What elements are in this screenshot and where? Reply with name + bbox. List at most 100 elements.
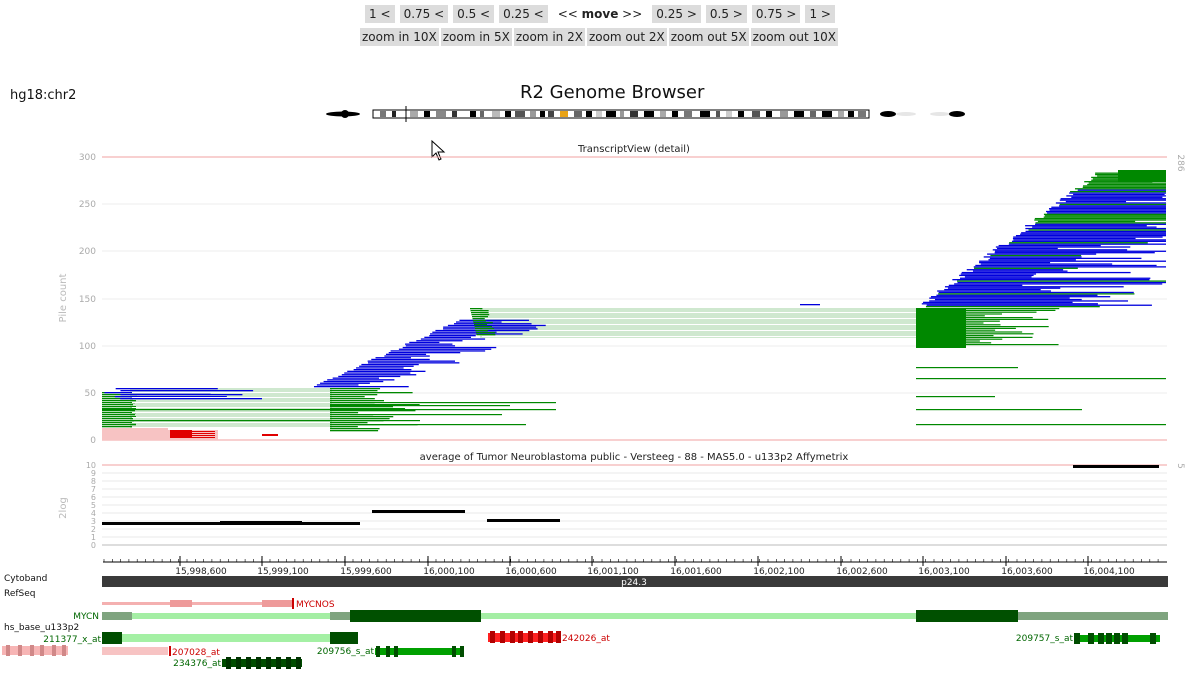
probe-block [538, 631, 543, 643]
read [350, 414, 502, 416]
zoom-in-2x-button[interactable]: zoom in 2X [513, 28, 585, 46]
probe-209757[interactable]: 209757_s_at [1016, 633, 1160, 644]
read [1028, 229, 1166, 231]
probe-block [62, 645, 66, 656]
probe-block [266, 657, 271, 669]
read [190, 437, 215, 438]
read [120, 390, 254, 392]
probe-marker [169, 646, 171, 656]
probe-211377[interactable]: 211377_x_at [43, 632, 358, 645]
expression-bar[interactable] [1073, 465, 1159, 468]
zoom-in-10x-button[interactable]: zoom in 10X [359, 28, 439, 46]
transcript-grid [102, 156, 1167, 441]
move-left-025-button[interactable]: 0.25 < [499, 5, 548, 23]
chromosome-ideogram[interactable] [326, 106, 965, 122]
read-gap [132, 422, 330, 423]
read-gap [482, 336, 916, 337]
read [916, 331, 1023, 333]
y-tick-label: 150 [79, 295, 96, 305]
move-left-075-button[interactable]: 0.75 < [399, 5, 449, 23]
read [330, 404, 420, 406]
probe-234376[interactable]: 234376_at [173, 657, 302, 669]
move-right-025-button[interactable]: 0.25 > [652, 5, 701, 23]
read [327, 379, 395, 381]
zoom-out-2x-button[interactable]: zoom out 2X [586, 28, 667, 46]
chromosome-band [470, 111, 476, 117]
probe-block [52, 645, 56, 656]
axis-label: 16,001,100 [587, 567, 639, 577]
probe-block [296, 657, 301, 669]
read [330, 412, 359, 414]
read [925, 306, 1100, 308]
probe-207028[interactable]: 207028_at [102, 646, 220, 658]
probe-pink-left[interactable] [2, 645, 68, 656]
chromosome-band [684, 111, 692, 117]
move-right-1-button[interactable]: 1 > [805, 5, 835, 23]
read [1088, 182, 1166, 184]
chromosome-band [716, 111, 720, 117]
expression-bar[interactable] [372, 510, 465, 513]
probe-block [1114, 633, 1120, 644]
read [471, 312, 489, 314]
cytoband-band-label: p24.3 [621, 578, 647, 588]
move-left-05-button[interactable]: 0.5 < [453, 5, 495, 23]
read [934, 298, 1082, 301]
read [102, 398, 133, 400]
read [916, 333, 1034, 335]
read [359, 365, 414, 367]
read [1066, 195, 1166, 197]
read [384, 355, 430, 357]
move-right-075-button[interactable]: 0.75 > [751, 5, 801, 23]
read [1043, 216, 1166, 218]
read [938, 291, 1134, 294]
gene-mycnos[interactable]: MYCNOS [102, 598, 335, 610]
read [916, 308, 1060, 310]
read-gap [482, 324, 916, 325]
read [929, 300, 1129, 302]
read [102, 402, 135, 404]
mycn-exon [916, 610, 1018, 622]
probe-209756[interactable]: 209756_s_at [317, 646, 464, 657]
read [120, 394, 243, 396]
read [916, 311, 1037, 313]
read [944, 286, 1124, 288]
read [1074, 188, 1166, 190]
expression-bar[interactable] [487, 519, 560, 522]
chromosome-band [492, 111, 500, 117]
chromosome-band [424, 111, 430, 117]
zoom-in-5x-button[interactable]: zoom in 5X [440, 28, 512, 46]
chromosome-band [794, 111, 804, 117]
expression-bar[interactable] [220, 521, 302, 524]
read [472, 316, 488, 318]
read [323, 380, 384, 383]
transcript-view-panel: TranscriptView (detail) 0 50 100 150 200 250 3… [58, 144, 1185, 446]
read [1069, 192, 1166, 194]
zoom-out-5x-button[interactable]: zoom out 5X [668, 28, 749, 46]
read [330, 396, 365, 398]
zoom-out-10x-button[interactable]: zoom out 10X [750, 28, 839, 46]
read [916, 367, 1018, 369]
axis-label: 16,002,600 [836, 567, 888, 577]
read [430, 333, 523, 335]
read [102, 420, 420, 422]
read [1071, 196, 1163, 198]
probe-block [236, 657, 241, 669]
zoom-controls: zoom in 10X zoom in 5X zoom in 2X zoom o… [0, 28, 1200, 46]
probe-block [556, 631, 561, 643]
probe-block [510, 631, 515, 643]
chromosome-band [858, 111, 866, 117]
probe-block [246, 657, 251, 669]
cytoband-label: Cytoband [4, 574, 47, 584]
read [330, 390, 378, 392]
read [916, 396, 995, 398]
read [459, 319, 529, 321]
probe-242026[interactable]: 242026_at [488, 631, 610, 644]
move-right-05-button[interactable]: 0.5 > [705, 5, 747, 23]
gene-mycn[interactable]: MYCN [73, 610, 1168, 622]
y-tick-label: 9 [91, 469, 96, 478]
move-left-1-button[interactable]: 1 < [365, 5, 395, 23]
cytoband-bar[interactable] [102, 576, 1168, 587]
read [987, 253, 1097, 255]
chromosome-bands [380, 111, 866, 117]
